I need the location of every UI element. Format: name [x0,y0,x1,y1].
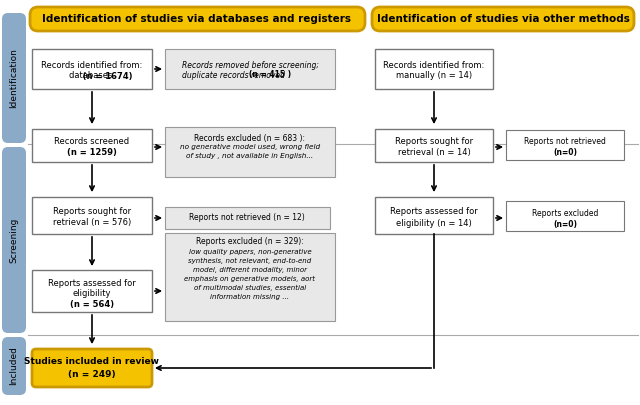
Text: of study , not available in English...: of study , not available in English... [186,153,314,159]
Text: Reports excluded (n = 329):: Reports excluded (n = 329): [196,237,304,247]
FancyBboxPatch shape [2,337,26,395]
Text: (n = 1259): (n = 1259) [67,149,117,158]
Text: Records identified from:: Records identified from: [42,60,143,70]
Text: (n=0): (n=0) [553,220,577,228]
Text: databases: databases [69,72,115,81]
Text: Studies included in review: Studies included in review [24,358,159,367]
Text: Reports sought for: Reports sought for [53,207,131,217]
FancyBboxPatch shape [2,13,26,143]
FancyBboxPatch shape [32,270,152,312]
Text: Identification of studies via other methods: Identification of studies via other meth… [376,14,629,24]
FancyBboxPatch shape [165,207,330,229]
FancyBboxPatch shape [375,197,493,234]
Text: (n = 249): (n = 249) [68,371,116,379]
Text: Identification: Identification [10,48,19,108]
FancyBboxPatch shape [32,49,152,89]
Text: Reports assessed for: Reports assessed for [390,207,478,217]
Text: retrieval (n = 14): retrieval (n = 14) [397,149,470,158]
FancyBboxPatch shape [165,127,335,177]
Text: Included: Included [10,347,19,386]
Text: eligibility (n = 14): eligibility (n = 14) [396,219,472,228]
FancyBboxPatch shape [375,129,493,162]
Text: Screening: Screening [10,217,19,263]
Text: Reports not retrieved: Reports not retrieved [524,136,606,145]
Text: Identification of studies via databases and registers: Identification of studies via databases … [42,14,351,24]
Text: no generative model used, wrong field: no generative model used, wrong field [180,144,320,150]
Text: (n = 564): (n = 564) [70,300,114,309]
FancyBboxPatch shape [165,233,335,321]
Text: synthesis, not relevant, end-to-end: synthesis, not relevant, end-to-end [188,258,312,264]
FancyBboxPatch shape [165,49,335,89]
Text: (n = 415 ): (n = 415 ) [179,70,292,79]
Text: Records removed before screening;: Records removed before screening; [182,60,319,70]
Text: Reports excluded: Reports excluded [532,209,598,217]
Text: Reports not retrieved (n = 12): Reports not retrieved (n = 12) [189,213,305,222]
Text: model, different modality, minor: model, different modality, minor [193,267,307,273]
Text: Records screened: Records screened [54,138,129,147]
FancyBboxPatch shape [30,7,365,31]
FancyBboxPatch shape [506,201,624,231]
FancyBboxPatch shape [2,147,26,333]
Text: Reports assessed for: Reports assessed for [48,279,136,288]
Text: (n = 1674): (n = 1674) [51,72,132,81]
Text: emphasis on generative models, aort: emphasis on generative models, aort [184,276,316,282]
Text: eligibility: eligibility [73,288,111,298]
FancyBboxPatch shape [32,129,152,162]
FancyBboxPatch shape [372,7,634,31]
FancyBboxPatch shape [32,197,152,234]
FancyBboxPatch shape [506,130,624,160]
Text: Records excluded (n = 683 ):: Records excluded (n = 683 ): [195,134,305,143]
Text: information missing ...: information missing ... [211,294,289,300]
Text: of multimodal studies, essential: of multimodal studies, essential [194,285,306,291]
Text: (n=0): (n=0) [553,147,577,156]
Text: Records identified from:: Records identified from: [383,60,484,70]
Text: low quality papers, non-generative: low quality papers, non-generative [189,249,311,255]
Text: manually (n = 14): manually (n = 14) [396,72,472,81]
FancyBboxPatch shape [32,349,152,387]
FancyBboxPatch shape [375,49,493,89]
Text: duplicate records removed: duplicate records removed [182,70,288,79]
Text: Reports sought for: Reports sought for [395,138,473,147]
Text: retrieval (n = 576): retrieval (n = 576) [53,219,131,228]
